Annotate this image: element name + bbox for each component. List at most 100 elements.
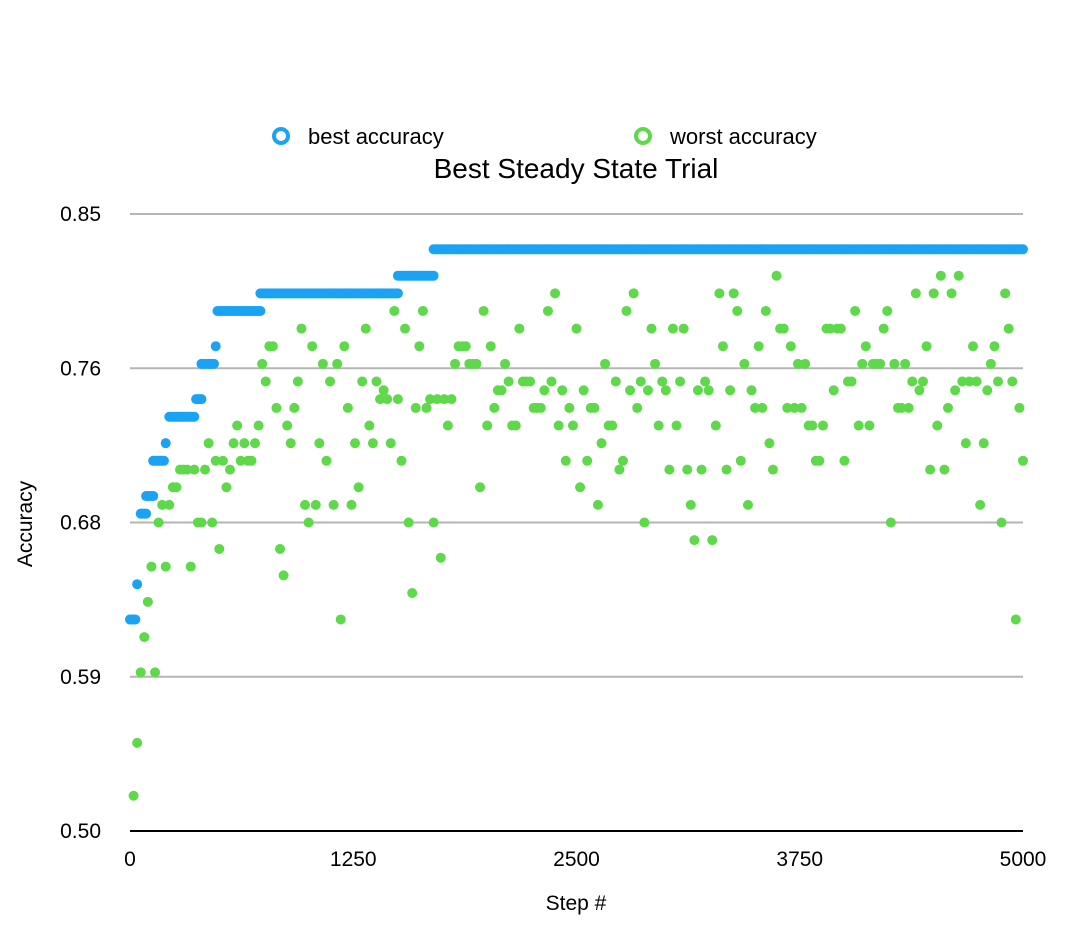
- worst-accuracy-point: [203, 438, 214, 449]
- worst-accuracy-point: [889, 358, 900, 369]
- worst-accuracy-point: [996, 517, 1007, 528]
- worst-accuracy-point: [742, 499, 753, 510]
- worst-accuracy-point: [607, 420, 618, 431]
- worst-accuracy-point: [592, 499, 603, 510]
- worst-accuracy-point: [428, 517, 439, 528]
- worst-accuracy-point: [1018, 455, 1028, 466]
- worst-accuracy-point: [589, 402, 600, 413]
- worst-accuracy-point: [296, 323, 307, 334]
- worst-accuracy-point: [578, 385, 589, 396]
- best-accuracy-point: [158, 455, 169, 466]
- y-axis-label: Accuracy: [14, 480, 37, 567]
- worst-accuracy-point: [660, 385, 671, 396]
- worst-accuracy-point: [414, 341, 425, 352]
- worst-accuracy-point: [342, 402, 353, 413]
- worst-accuracy-point: [903, 402, 914, 413]
- chart-title: Best Steady State Trial: [434, 153, 719, 184]
- worst-accuracy-point: [535, 402, 546, 413]
- worst-accuracy-point: [653, 420, 664, 431]
- worst-accuracy-point: [853, 420, 864, 431]
- worst-accuracy-point: [303, 517, 314, 528]
- worst-accuracy-point: [257, 358, 268, 369]
- worst-accuracy-point: [610, 376, 621, 387]
- x-tick-label: 0: [124, 848, 136, 871]
- best-accuracy-point: [132, 579, 143, 590]
- y-tick-label: 0.59: [60, 666, 101, 689]
- worst-accuracy-point: [685, 499, 696, 510]
- legend: best accuracy worst accuracy: [272, 124, 817, 149]
- worst-accuracy-point: [914, 385, 925, 396]
- best-accuracy-point: [208, 358, 219, 369]
- worst-accuracy-point: [692, 385, 703, 396]
- worst-accuracy-point: [596, 438, 607, 449]
- worst-accuracy-point: [814, 455, 825, 466]
- worst-accuracy-point: [639, 517, 650, 528]
- worst-accuracy-point: [542, 305, 553, 316]
- worst-accuracy-point: [171, 482, 182, 493]
- worst-accuracy-point: [228, 438, 239, 449]
- worst-accuracy-point: [285, 438, 296, 449]
- worst-accuracy-point: [371, 376, 382, 387]
- worst-accuracy-point: [321, 455, 332, 466]
- worst-accuracy-point: [1010, 614, 1021, 625]
- worst-accuracy-point: [571, 323, 582, 334]
- worst-accuracy-point: [950, 385, 961, 396]
- worst-accuracy-point: [1000, 288, 1011, 299]
- worst-accuracy-point: [182, 464, 193, 475]
- worst-accuracy-point: [667, 323, 678, 334]
- worst-accuracy-point: [325, 376, 336, 387]
- worst-accuracy-point: [900, 358, 911, 369]
- worst-accuracy-point: [614, 464, 625, 475]
- worst-accuracy-point: [942, 402, 953, 413]
- x-tick-label: 5000: [1000, 848, 1047, 871]
- worst-accuracy-point: [782, 402, 793, 413]
- worst-accuracy-point: [250, 438, 261, 449]
- worst-accuracy-point: [707, 535, 718, 546]
- worst-accuracy-point: [978, 438, 989, 449]
- worst-accuracy-point: [160, 561, 171, 572]
- worst-accuracy-point: [957, 376, 968, 387]
- worst-accuracy-point: [200, 464, 211, 475]
- legend-label-worst-accuracy: worst accuracy: [669, 124, 817, 149]
- worst-accuracy-point: [657, 376, 668, 387]
- worst-accuracy-point: [478, 305, 489, 316]
- worst-accuracy-point: [317, 358, 328, 369]
- best-accuracy-point: [189, 411, 200, 422]
- best-accuracy-point: [148, 491, 159, 502]
- best-accuracy-point: [428, 270, 439, 281]
- worst-accuracy-point: [189, 464, 200, 475]
- worst-accuracy-point: [550, 288, 561, 299]
- worst-accuracy-point: [275, 543, 286, 554]
- worst-accuracy-point: [367, 438, 378, 449]
- worst-accuracy-point: [471, 358, 482, 369]
- worst-accuracy-point: [435, 552, 446, 563]
- worst-accuracy-point: [564, 402, 575, 413]
- grid-lines: [130, 213, 1023, 678]
- worst-accuracy-point: [953, 270, 964, 281]
- worst-accuracy-point: [253, 420, 264, 431]
- worst-accuracy-point: [557, 385, 568, 396]
- series-worst-accuracy: [128, 270, 1028, 801]
- worst-accuracy-point: [382, 394, 393, 405]
- worst-accuracy-point: [450, 358, 461, 369]
- legend-item-worst-accuracy: worst accuracy: [634, 124, 817, 149]
- worst-accuracy-point: [985, 358, 996, 369]
- worst-accuracy-point: [689, 535, 700, 546]
- worst-accuracy-point: [364, 420, 375, 431]
- x-tick-label: 2500: [553, 848, 600, 871]
- y-tick-label: 0.76: [60, 357, 101, 380]
- worst-accuracy-point: [771, 270, 782, 281]
- worst-accuracy-point: [553, 420, 564, 431]
- legend-marker-best-accuracy: [272, 127, 290, 145]
- worst-accuracy-point: [671, 420, 682, 431]
- x-tick-labels: 0 1250 2500 3750 5000: [124, 848, 1046, 871]
- worst-accuracy-point: [682, 464, 693, 475]
- worst-accuracy-point: [964, 376, 975, 387]
- legend-item-best-accuracy: best accuracy: [272, 124, 444, 149]
- worst-accuracy-point: [982, 385, 993, 396]
- worst-accuracy-point: [828, 385, 839, 396]
- worst-accuracy-point: [146, 561, 157, 572]
- worst-accuracy-point: [310, 499, 321, 510]
- worst-accuracy-point: [475, 482, 486, 493]
- worst-accuracy-point: [410, 402, 421, 413]
